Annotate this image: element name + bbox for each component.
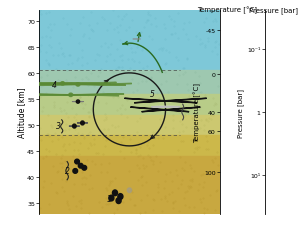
Ellipse shape: [118, 194, 123, 200]
Ellipse shape: [17, 94, 119, 96]
Text: Temperature [°C]: Temperature [°C]: [197, 7, 257, 14]
Y-axis label: Pressure [bar]: Pressure [bar]: [238, 88, 244, 137]
Bar: [39, 115, 220, 136]
Ellipse shape: [116, 198, 121, 204]
Ellipse shape: [73, 125, 76, 128]
Ellipse shape: [61, 82, 65, 86]
Ellipse shape: [81, 122, 84, 125]
Bar: [39, 157, 220, 214]
Ellipse shape: [113, 190, 117, 196]
Ellipse shape: [9, 83, 110, 85]
Ellipse shape: [124, 99, 197, 103]
Ellipse shape: [134, 99, 207, 103]
Bar: [39, 94, 220, 115]
Ellipse shape: [24, 84, 126, 86]
Bar: [39, 71, 220, 94]
Y-axis label: Temperature [°C]: Temperature [°C]: [194, 83, 201, 142]
Ellipse shape: [22, 94, 124, 96]
Y-axis label: Altitude [km]: Altitude [km]: [17, 87, 26, 138]
Text: 2: 2: [65, 167, 70, 176]
Ellipse shape: [130, 108, 189, 112]
Ellipse shape: [127, 188, 132, 193]
Ellipse shape: [78, 164, 83, 168]
Ellipse shape: [141, 108, 200, 112]
Circle shape: [152, 107, 179, 108]
Ellipse shape: [76, 83, 80, 87]
Ellipse shape: [15, 83, 116, 85]
Text: 5: 5: [150, 90, 154, 99]
Bar: [39, 136, 220, 157]
Text: 4: 4: [51, 81, 56, 90]
Ellipse shape: [30, 84, 132, 86]
Bar: [39, 11, 220, 71]
Ellipse shape: [73, 169, 78, 173]
Text: 3: 3: [56, 121, 61, 130]
Circle shape: [64, 95, 77, 96]
Ellipse shape: [82, 166, 87, 170]
Ellipse shape: [75, 160, 79, 164]
Ellipse shape: [76, 101, 79, 104]
Text: Pressure [bar]: Pressure [bar]: [250, 7, 298, 14]
Ellipse shape: [109, 195, 114, 201]
Text: 1: 1: [106, 194, 111, 203]
Ellipse shape: [69, 94, 73, 97]
